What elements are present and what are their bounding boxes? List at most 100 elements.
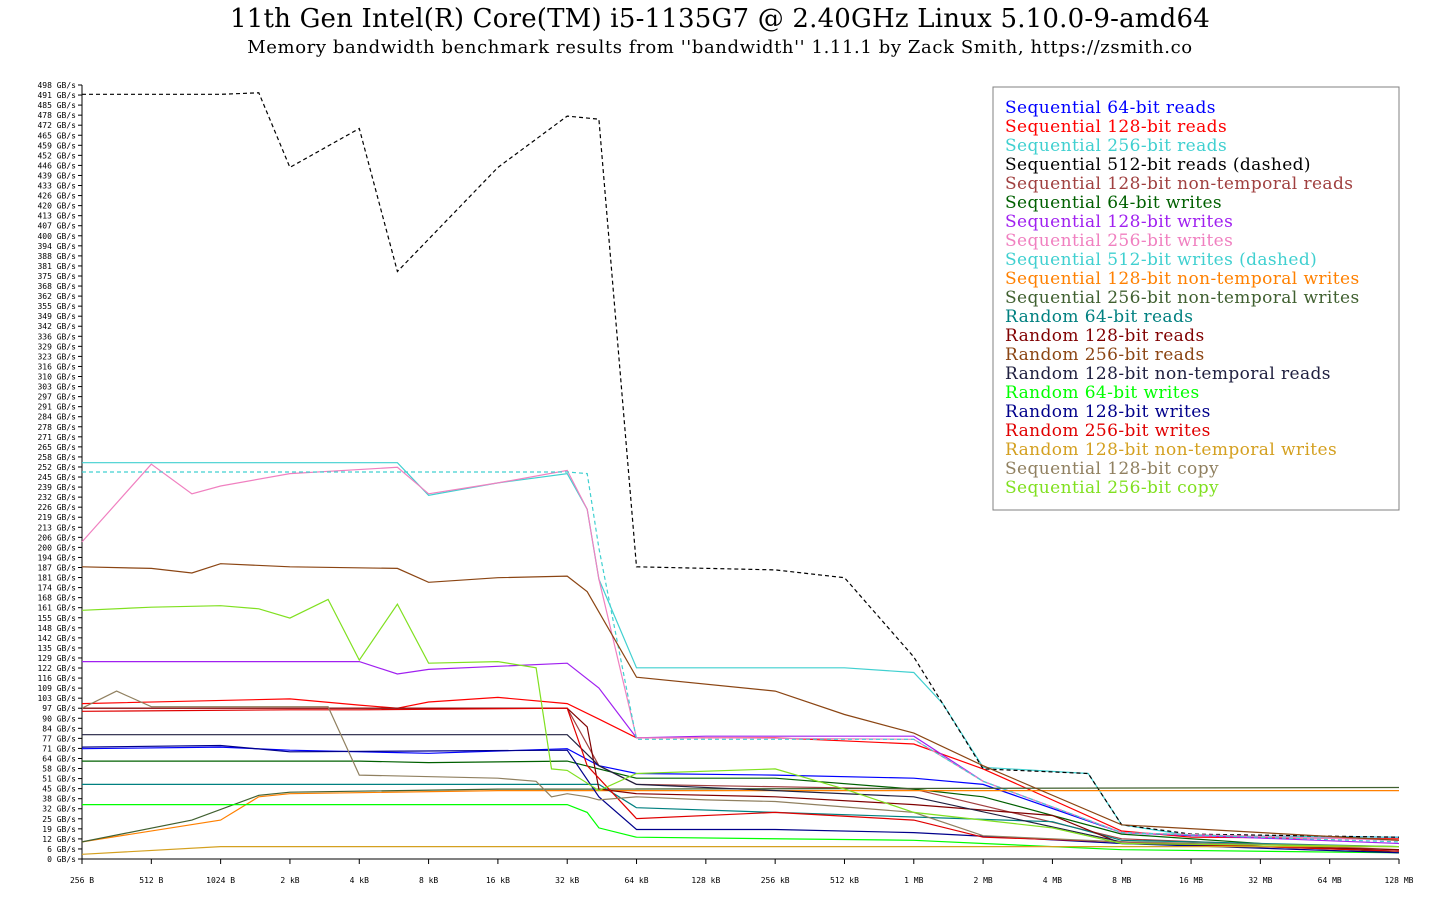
y-tick-label: 122 GB/s	[37, 664, 76, 673]
series-line-4	[82, 92, 1400, 838]
legend-entry: Sequential 256-bit reads	[1005, 136, 1227, 156]
y-tick-label: 45 GB/s	[42, 785, 76, 794]
x-tick-label: 1 MB	[904, 876, 923, 885]
y-tick-label: 206 GB/s	[37, 533, 76, 542]
y-tick-label: 84 GB/s	[42, 724, 76, 733]
y-tick-label: 77 GB/s	[42, 734, 76, 743]
series-line-11	[81, 786, 1400, 843]
y-tick-label: 413 GB/s	[37, 212, 76, 221]
x-tick-label: 128 MB	[1385, 876, 1414, 885]
series-lines	[81, 92, 1400, 855]
y-tick-label: 407 GB/s	[37, 222, 76, 231]
x-tick-label: 32 MB	[1248, 876, 1272, 885]
y-tick-label: 64 GB/s	[42, 754, 76, 763]
y-tick-label: 103 GB/s	[37, 694, 76, 703]
y-tick-label: 200 GB/s	[37, 543, 76, 552]
y-tick-label: 19 GB/s	[42, 825, 76, 834]
y-tick-label: 0 GB/s	[47, 855, 76, 864]
series-line-21	[81, 598, 1400, 848]
y-tick-label: 232 GB/s	[37, 493, 76, 502]
y-tick-label: 38 GB/s	[42, 795, 76, 804]
x-tick-label: 32 kB	[555, 876, 579, 885]
y-tick-label: 368 GB/s	[37, 282, 76, 291]
y-tick-label: 213 GB/s	[37, 523, 76, 532]
y-tick-label: 420 GB/s	[37, 202, 76, 211]
y-tick-label: 284 GB/s	[37, 413, 76, 422]
series-line-14	[81, 563, 1400, 841]
y-tick-label: 278 GB/s	[37, 423, 76, 432]
legend-entry: Sequential 128-bit writes	[1005, 212, 1233, 232]
legend-entry: Sequential 512-bit writes (dashed)	[1005, 250, 1317, 270]
series-line-7	[82, 660, 1400, 845]
y-tick-label: 433 GB/s	[37, 182, 76, 191]
y-tick-label: 446 GB/s	[37, 161, 76, 170]
legend-entry: Sequential 128-bit non-temporal writes	[1005, 269, 1360, 289]
legend-entry: Random 128-bit writes	[1005, 402, 1211, 422]
y-tick-label: 485 GB/s	[37, 101, 76, 110]
y-tick-label: 316 GB/s	[37, 362, 76, 371]
legend-entry: Sequential 64-bit writes	[1005, 193, 1222, 213]
x-tick-label: 256 kB	[761, 876, 790, 885]
y-tick-label: 426 GB/s	[37, 192, 76, 201]
y-tick-label: 478 GB/s	[37, 111, 76, 120]
y-tick-label: 6 GB/s	[47, 845, 76, 854]
y-tick-label: 142 GB/s	[37, 634, 76, 643]
y-tick-label: 135 GB/s	[37, 644, 76, 653]
series-line-16	[82, 803, 1400, 854]
legend-entry: Random 128-bit reads	[1005, 326, 1205, 346]
y-tick-label: 355 GB/s	[37, 302, 76, 311]
x-tick-label: 16 kB	[486, 876, 510, 885]
x-tick-label: 1024 B	[206, 876, 235, 885]
x-tick-label: 256 B	[70, 876, 94, 885]
x-tick-label: 2 MB	[973, 876, 992, 885]
y-tick-label: 498 GB/s	[37, 81, 76, 90]
y-tick-label: 71 GB/s	[42, 744, 76, 753]
y-tick-label: 459 GB/s	[37, 141, 76, 150]
y-tick-label: 297 GB/s	[37, 393, 76, 402]
series-line-20	[81, 690, 1400, 848]
y-tick-label: 194 GB/s	[37, 553, 76, 562]
y-tick-label: 116 GB/s	[37, 674, 76, 683]
legend-entry: Sequential 256-bit non-temporal writes	[1005, 288, 1360, 308]
legend-entry: Sequential 64-bit reads	[1005, 98, 1216, 118]
legend-entry: Sequential 128-bit copy	[1005, 459, 1219, 479]
y-tick-label: 90 GB/s	[42, 714, 76, 723]
x-tick-label: 2 kB	[280, 876, 299, 885]
y-tick-label: 181 GB/s	[37, 574, 76, 583]
y-tick-label: 58 GB/s	[42, 765, 76, 774]
y-tick-label: 174 GB/s	[37, 584, 76, 593]
x-tick-label: 64 kB	[624, 876, 648, 885]
y-tick-label: 388 GB/s	[37, 252, 76, 261]
y-tick-label: 148 GB/s	[37, 624, 76, 633]
y-tick-label: 336 GB/s	[37, 332, 76, 341]
y-tick-label: 400 GB/s	[37, 232, 76, 241]
series-line-3	[82, 462, 1400, 838]
y-tick-label: 362 GB/s	[37, 292, 76, 301]
series-line-18	[81, 707, 1400, 852]
series-line-13	[82, 707, 1400, 851]
y-tick-label: 472 GB/s	[37, 121, 76, 130]
y-tick-label: 245 GB/s	[37, 473, 76, 482]
y-tick-label: 329 GB/s	[37, 342, 76, 351]
series-line-9	[82, 471, 1400, 843]
series-line-19	[81, 845, 1399, 855]
series-line-6	[82, 760, 1400, 854]
x-tick-label: 512 kB	[830, 876, 859, 885]
y-tick-label: 291 GB/s	[37, 403, 76, 412]
y-tick-label: 187 GB/s	[37, 563, 76, 572]
legend-entry: Random 256-bit writes	[1005, 421, 1211, 441]
chart-title: 11th Gen Intel(R) Core(TM) i5-1135G7 @ 2…	[230, 4, 1210, 34]
legend-entry: Random 256-bit reads	[1005, 345, 1205, 365]
legend-entry: Random 64-bit writes	[1005, 383, 1200, 403]
legend-entry: Sequential 512-bit reads (dashed)	[1005, 155, 1311, 175]
y-tick-label: 323 GB/s	[37, 352, 76, 361]
y-tick-label: 381 GB/s	[37, 262, 76, 271]
legend-entry: Sequential 128-bit reads	[1005, 117, 1227, 137]
chart-subtitle: Memory bandwidth benchmark results from …	[247, 37, 1193, 58]
y-tick-label: 342 GB/s	[37, 322, 76, 331]
y-tick-label: 310 GB/s	[37, 373, 76, 382]
series-line-2	[81, 696, 1400, 840]
y-tick-label: 161 GB/s	[37, 604, 76, 613]
